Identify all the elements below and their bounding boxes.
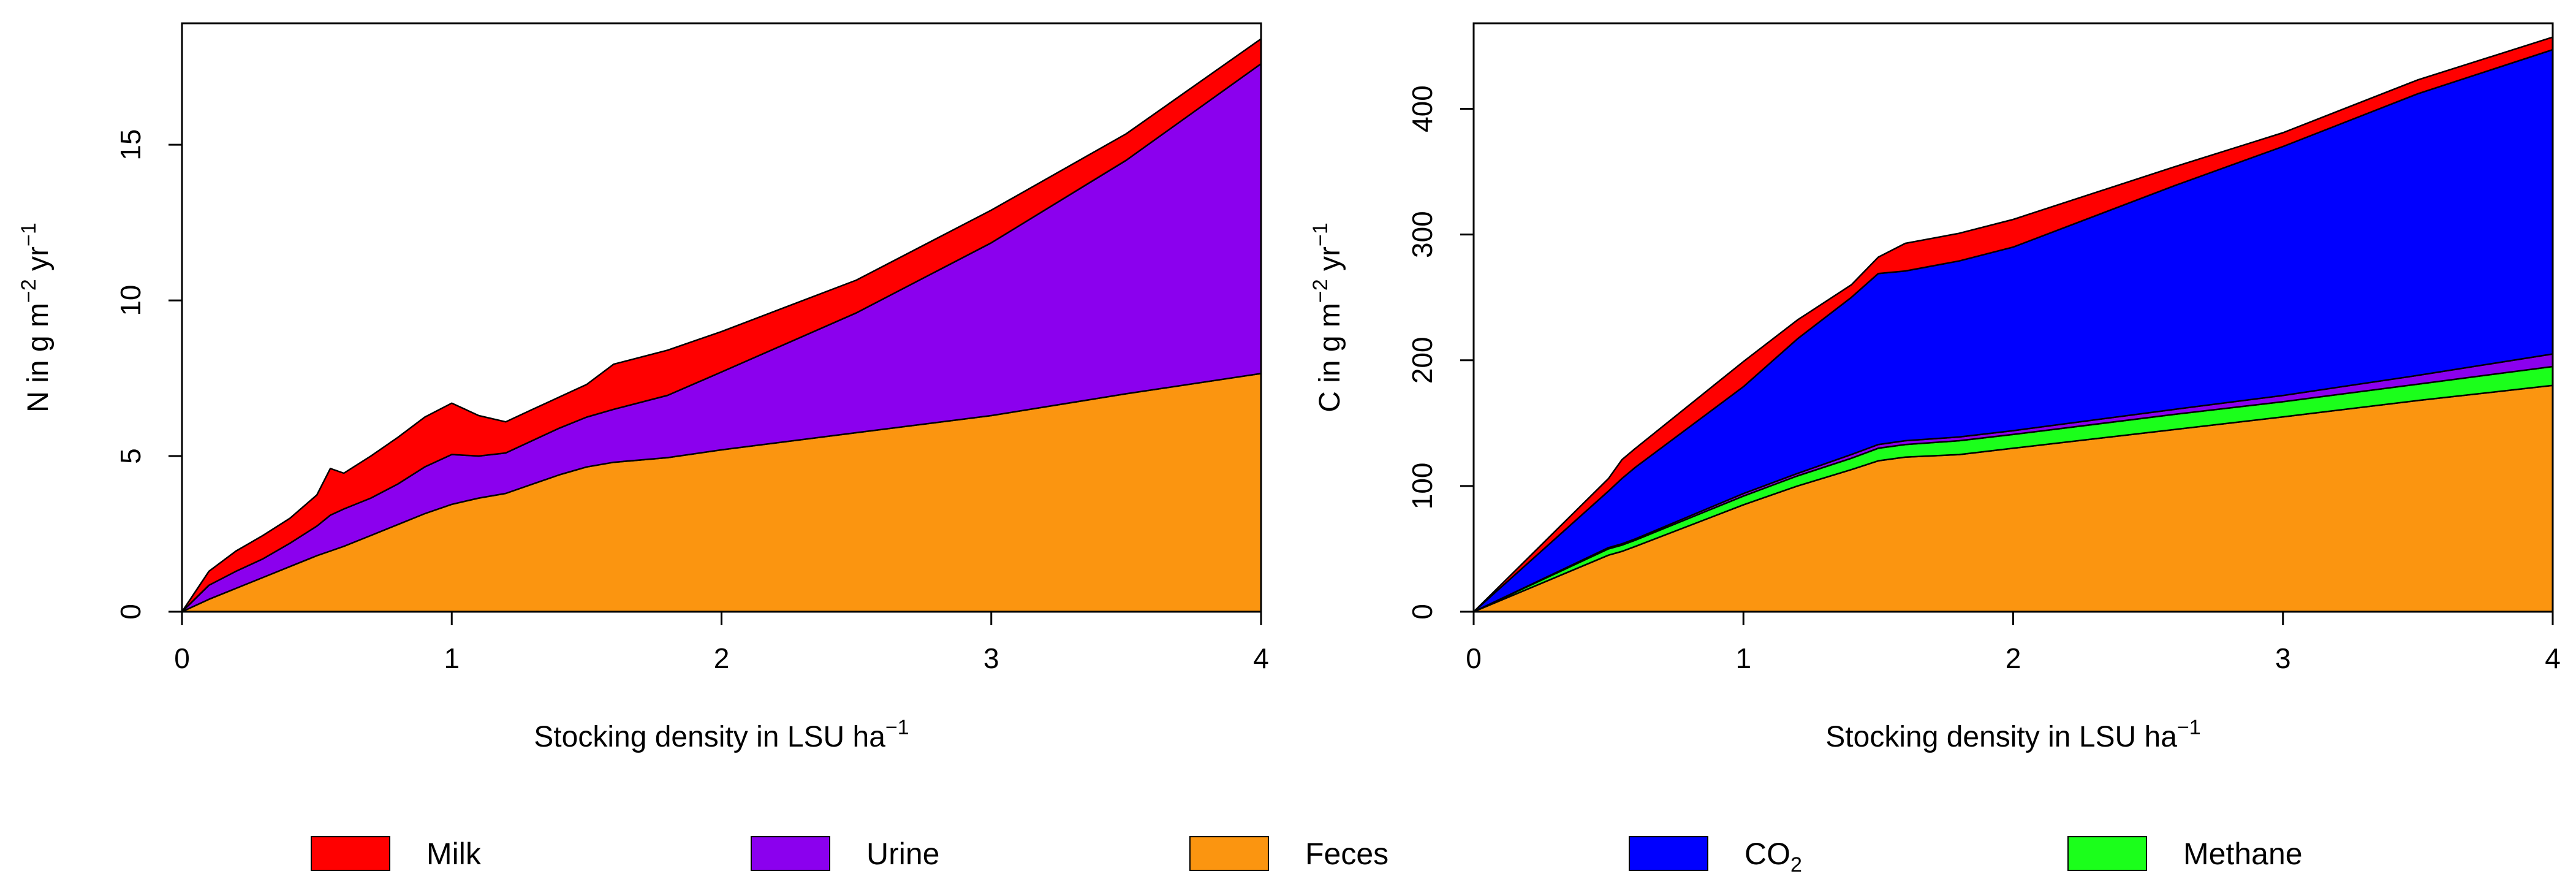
legend-item-urine: Urine — [751, 836, 939, 871]
nitrogen-x-axis-label: Stocking density in LSU ha−1 — [534, 716, 909, 753]
legend-label-co2-subscript: 2 — [1790, 853, 1802, 877]
legend-swatch-feces — [1189, 836, 1269, 871]
legend-item-feces: Feces — [1189, 836, 1388, 871]
carbon-y-tick-label: 100 — [1406, 462, 1438, 509]
nitrogen-y-tick-label: 15 — [115, 129, 146, 161]
legend-label-urine: Urine — [866, 837, 939, 871]
legend-swatch-milk — [311, 836, 390, 871]
legend-label-methane: Methane — [2183, 837, 2303, 871]
nitrogen-x-tick-label: 4 — [1253, 642, 1269, 674]
nitrogen-x-tick-label: 1 — [444, 642, 460, 674]
carbon-x-axis-label: Stocking density in LSU ha−1 — [1825, 716, 2200, 753]
legend-label-feces: Feces — [1305, 837, 1388, 871]
carbon-x-axis: 0 1 2 3 4 Stocking density in LSU ha−1 — [1466, 610, 2561, 753]
nitrogen-y-axis: 0 5 10 15 N in g m−2 yr−1 — [17, 129, 183, 620]
carbon-y-tick-label: 0 — [1406, 604, 1438, 620]
nitrogen-y-tick-label: 0 — [115, 604, 146, 620]
legend-label-milk: Milk — [426, 837, 482, 871]
nitrogen-x-axis: 0 1 2 3 4 Stocking density in LSU ha−1 — [174, 610, 1269, 753]
carbon-x-tick-label: 1 — [1735, 642, 1751, 674]
carbon-y-tick-label: 300 — [1406, 211, 1438, 258]
legend-item-co2: CO2 — [1629, 836, 1802, 877]
nitrogen-x-tick-label: 3 — [983, 642, 999, 674]
carbon-x-tick-label: 0 — [1466, 642, 1482, 674]
legend-item-methane: Methane — [2067, 836, 2303, 871]
legend-swatch-methane — [2067, 836, 2147, 871]
nitrogen-x-tick-label: 0 — [174, 642, 190, 674]
carbon-y-tick-label: 400 — [1406, 85, 1438, 132]
nitrogen-y-axis-label: N in g m−2 yr−1 — [17, 222, 55, 413]
nitrogen-y-tick-label: 10 — [115, 284, 146, 316]
carbon-x-tick-label: 4 — [2545, 642, 2561, 674]
carbon-x-tick-label: 2 — [2006, 642, 2021, 674]
carbon-y-axis: 0 100 200 300 400 C in g m−2 yr−1 — [1309, 85, 1475, 620]
nitrogen-areas — [181, 38, 1262, 613]
carbon-y-tick-label: 200 — [1406, 337, 1438, 384]
legend: Milk Urine Feces CO2 Methane — [311, 836, 2303, 877]
nitrogen-y-tick-label: 5 — [115, 448, 146, 464]
nitrogen-chart-panel: 0 1 2 3 4 Stocking density in LSU ha−1 0 5 10 15 N… — [17, 22, 1269, 753]
legend-label-co2: CO2 — [1744, 837, 1802, 877]
legend-item-milk: Milk — [311, 836, 482, 871]
nitrogen-x-tick-label: 2 — [714, 642, 730, 674]
carbon-y-axis-label: C in g m−2 yr−1 — [1309, 222, 1346, 413]
carbon-chart-panel: 0 1 2 3 4 Stocking density in LSU ha−1 0 100 200… — [1309, 22, 2561, 753]
legend-swatch-co2 — [1629, 836, 1708, 871]
carbon-x-tick-label: 3 — [2275, 642, 2291, 674]
legend-swatch-urine — [751, 836, 830, 871]
carbon-areas — [1472, 36, 2554, 613]
